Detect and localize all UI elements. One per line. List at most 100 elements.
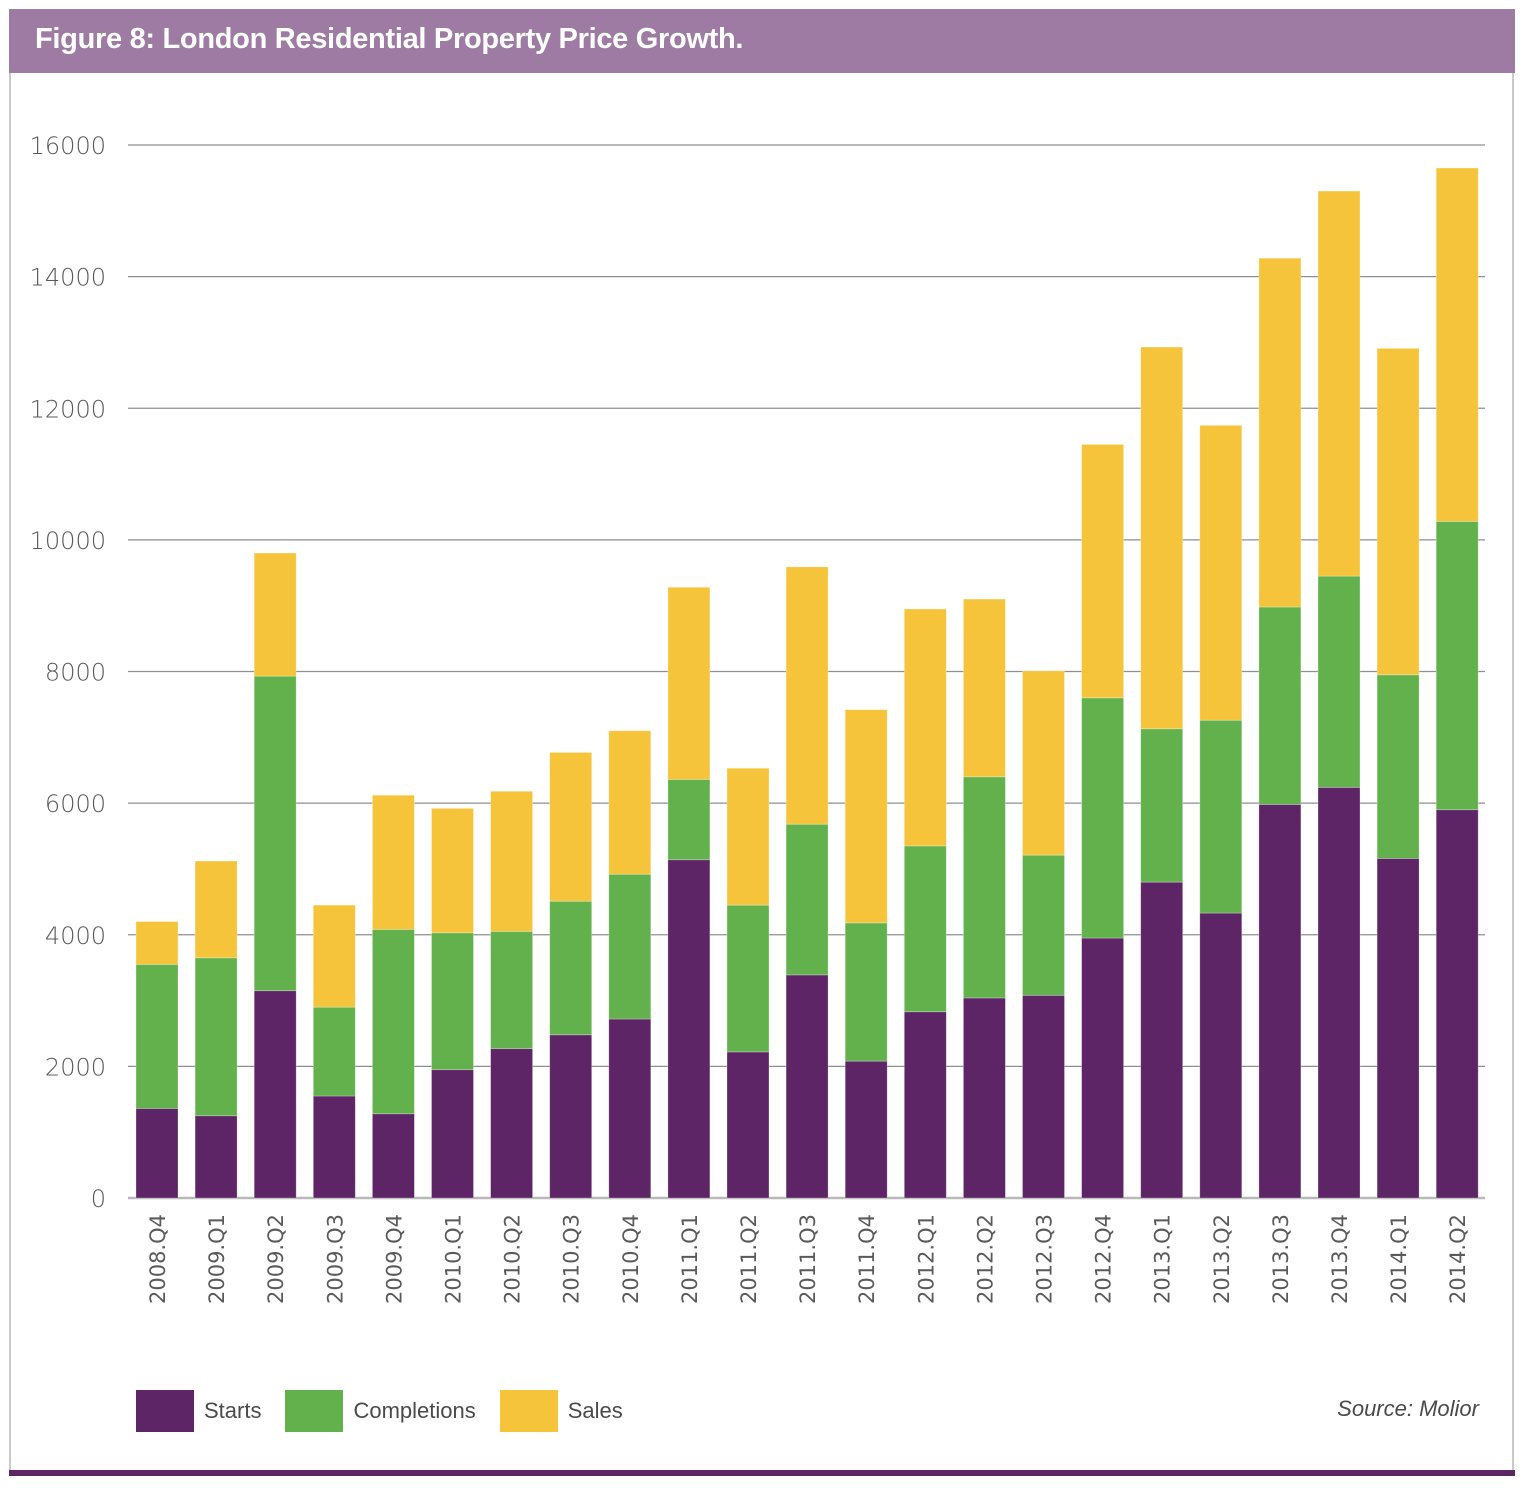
x-tick-label: 2009.Q2	[264, 1214, 288, 1304]
bars	[135, 167, 1479, 1199]
bar-completions-2009.Q2	[253, 675, 297, 992]
bar-completions-2013.Q1	[1140, 728, 1184, 883]
x-tick-label: 2013.Q1	[1151, 1214, 1175, 1304]
bar-starts-2012.Q2	[963, 997, 1006, 1199]
bar-sales-2010.Q4	[608, 730, 652, 875]
figure-title: Figure 8: London Residential Property Pr…	[35, 23, 744, 55]
bar-stack-2013.Q3	[1258, 257, 1302, 1199]
y-tick-label: 12000	[30, 395, 106, 423]
legend-swatch-starts	[136, 1390, 194, 1432]
bar-starts-2010.Q1	[431, 1069, 474, 1199]
bar-starts-2009.Q2	[253, 990, 297, 1199]
bar-completions-2011.Q1	[667, 779, 711, 861]
bar-stack-2013.Q1	[1140, 346, 1184, 1199]
legend-item-completions: Completions	[285, 1390, 476, 1432]
bar-completions-2010.Q4	[608, 873, 652, 1020]
x-tick-label: 2013.Q3	[1269, 1214, 1293, 1304]
bar-sales-2012.Q2	[963, 598, 1006, 778]
bar-sales-2010.Q3	[549, 752, 593, 902]
bar-stack-2010.Q3	[549, 752, 593, 1199]
legend-label-starts: Starts	[204, 1398, 262, 1423]
x-tick-label: 2009.Q1	[205, 1214, 229, 1304]
x-tick-label: 2010.Q3	[560, 1214, 584, 1304]
figure-frame	[9, 9, 1514, 1475]
bar-stack-2012.Q3	[1022, 670, 1065, 1199]
bar-stack-2011.Q1	[667, 586, 711, 1199]
x-axis-labels: 2008.Q4 2009.Q1 2009.Q2 2009.Q3 2009.Q4 2010.…	[146, 1214, 1470, 1304]
y-tick-label: 14000	[30, 264, 106, 292]
bar-stack-2011.Q2	[726, 767, 770, 1199]
bar-stack-2009.Q3	[312, 904, 356, 1199]
bar-sales-2010.Q2	[490, 790, 534, 932]
y-tick-label: 4000	[45, 922, 106, 950]
bar-starts-2010.Q3	[549, 1034, 593, 1199]
bar-sales-2009.Q2	[253, 552, 297, 677]
bar-stack-2012.Q2	[963, 598, 1006, 1199]
bar-starts-2012.Q3	[1022, 994, 1065, 1199]
bar-starts-2014.Q1	[1376, 858, 1420, 1199]
y-tick-label: 2000	[45, 1053, 106, 1081]
x-tick-label: 2010.Q2	[501, 1214, 525, 1304]
bar-sales-2011.Q3	[785, 566, 829, 825]
bar-sales-2009.Q1	[194, 860, 238, 959]
bar-sales-2013.Q3	[1258, 257, 1302, 608]
legend: Starts Completions Sales	[136, 1390, 647, 1432]
bar-starts-2010.Q4	[608, 1018, 652, 1199]
bar-completions-2013.Q2	[1199, 719, 1243, 914]
bar-stack-2013.Q4	[1317, 190, 1361, 1199]
bar-sales-2008.Q4	[135, 921, 179, 965]
bar-starts-2012.Q4	[1081, 937, 1124, 1199]
legend-item-sales: Sales	[499, 1390, 623, 1432]
bar-completions-2010.Q3	[549, 900, 593, 1036]
bar-stack-2012.Q4	[1081, 444, 1124, 1199]
bar-sales-2011.Q2	[726, 767, 770, 906]
bar-sales-2012.Q3	[1022, 670, 1065, 856]
bar-starts-2014.Q2	[1435, 809, 1479, 1199]
bar-sales-2014.Q2	[1435, 167, 1479, 522]
bar-completions-2013.Q4	[1317, 575, 1361, 788]
legend-swatch-completions	[285, 1390, 344, 1432]
legend-item-starts: Starts	[136, 1390, 261, 1432]
bar-stack-2011.Q3	[785, 566, 829, 1199]
bar-starts-2008.Q4	[135, 1108, 179, 1199]
bar-stack-2009.Q4	[371, 794, 415, 1199]
x-tick-label: 2011.Q4	[855, 1214, 879, 1304]
bar-sales-2009.Q4	[371, 794, 415, 930]
bar-starts-2009.Q3	[312, 1095, 356, 1199]
bar-sales-2013.Q2	[1199, 424, 1243, 721]
x-tick-label: 2012.Q2	[973, 1214, 997, 1304]
x-tick-label: 2011.Q2	[737, 1214, 761, 1304]
bar-completions-2014.Q2	[1435, 521, 1479, 811]
bar-sales-2013.Q4	[1317, 190, 1361, 577]
legend-swatch-sales	[499, 1390, 558, 1432]
bar-sales-2012.Q4	[1081, 444, 1124, 699]
bar-sales-2009.Q3	[312, 904, 356, 1008]
bar-starts-2011.Q3	[785, 974, 829, 1199]
x-tick-label: 2009.Q4	[382, 1214, 406, 1304]
bar-completions-2014.Q1	[1376, 674, 1420, 859]
x-tick-label: 2014.Q2	[1446, 1214, 1470, 1304]
legend-label-completions: Completions	[353, 1398, 476, 1423]
figure-header: Figure 8: London Residential Property Pr…	[9, 9, 1515, 73]
bar-sales-2011.Q1	[667, 586, 711, 780]
x-tick-label: 2010.Q4	[619, 1214, 643, 1304]
bar-completions-2013.Q3	[1258, 606, 1302, 805]
bar-completions-2012.Q4	[1081, 697, 1124, 939]
bar-completions-2012.Q1	[903, 845, 947, 1013]
bar-stack-2010.Q4	[608, 730, 652, 1199]
bottom-rule	[9, 1470, 1515, 1476]
bar-completions-2012.Q3	[1022, 854, 1065, 996]
bar-stack-2009.Q1	[194, 860, 238, 1199]
bar-completions-2009.Q4	[371, 929, 415, 1115]
source-note: Source: Molior	[1337, 1396, 1479, 1421]
bar-stack-2012.Q1	[903, 608, 947, 1199]
bar-starts-2011.Q2	[726, 1051, 770, 1199]
bar-stack-2011.Q4	[844, 709, 888, 1199]
bar-starts-2010.Q2	[490, 1048, 534, 1199]
bar-sales-2010.Q1	[431, 807, 474, 934]
x-tick-label: 2011.Q3	[796, 1214, 820, 1304]
bar-starts-2013.Q1	[1140, 881, 1184, 1199]
y-tick-label: 0	[91, 1185, 106, 1213]
bar-stack-2009.Q2	[253, 552, 297, 1199]
